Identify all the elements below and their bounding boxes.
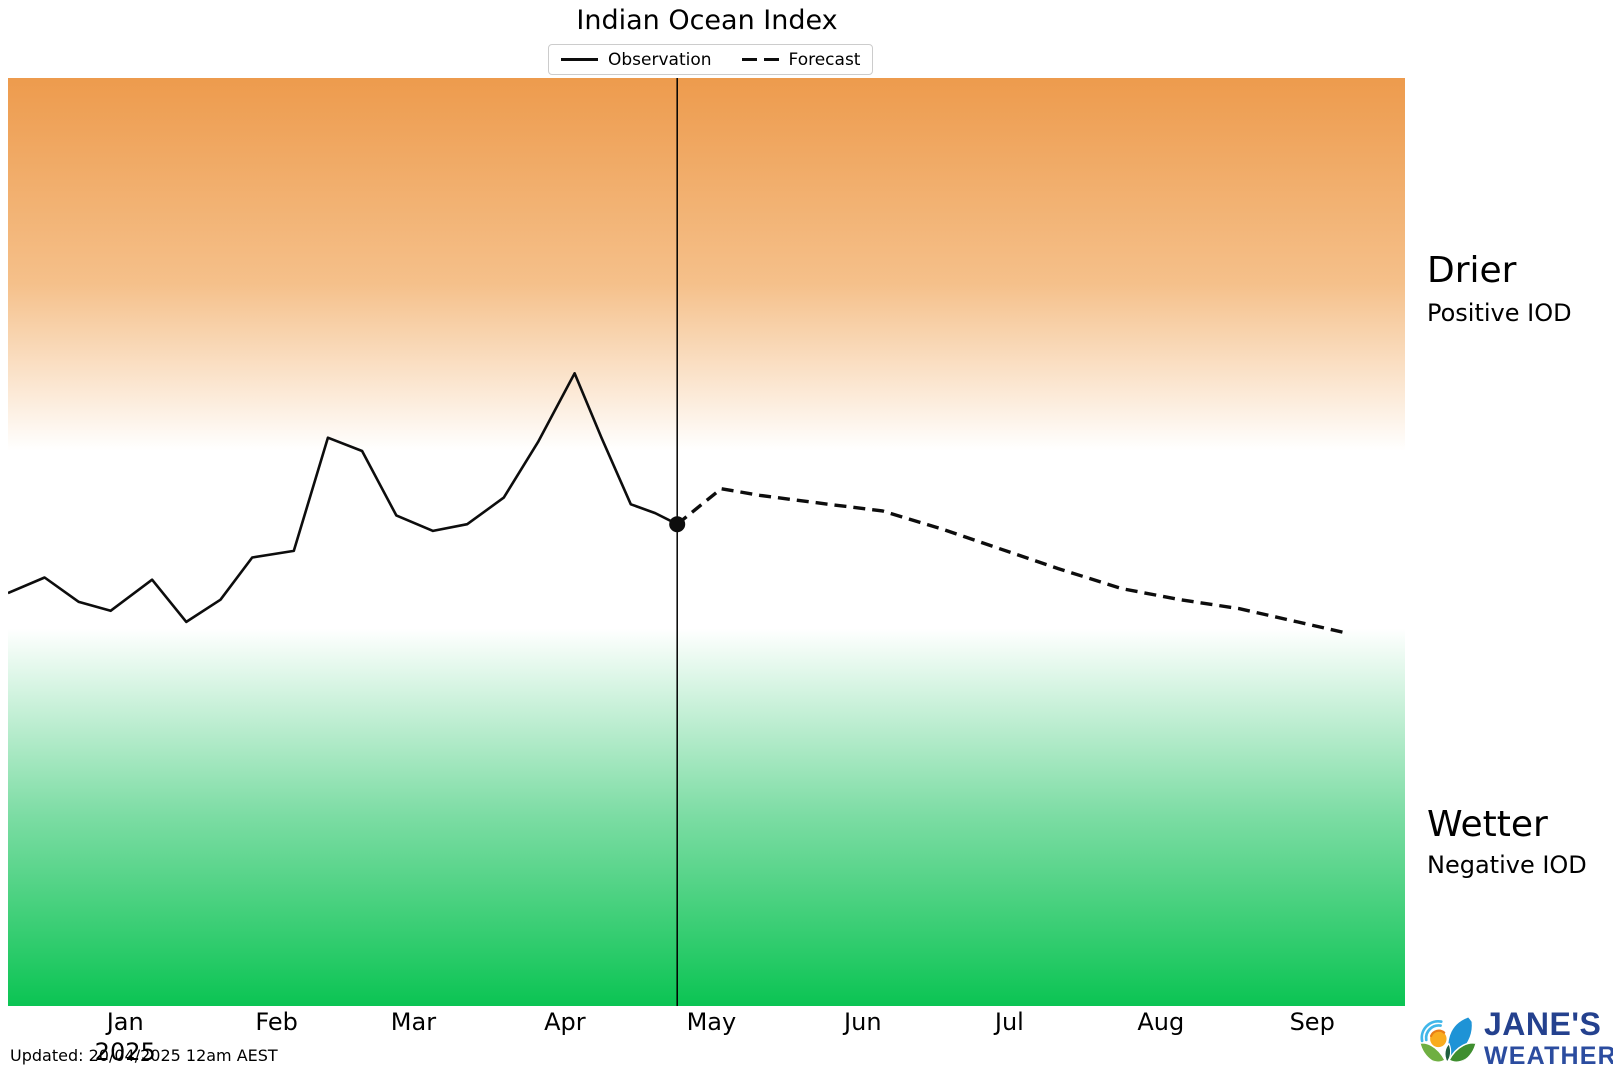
negative-iod-label: Negative IOD (1427, 851, 1587, 879)
forecast-line (676, 486, 1347, 635)
plot-area (8, 78, 1405, 1006)
updated-timestamp: Updated: 20/04/2025 12am AEST (10, 1046, 278, 1065)
forecast-line-swatch-icon (741, 57, 779, 62)
x-tick-label: May (686, 1008, 737, 1036)
observation-line (8, 371, 678, 624)
page-title: Indian Ocean Index (576, 5, 838, 36)
x-tick-label: Apr (544, 1008, 586, 1036)
janes-weather-logo-icon (1419, 1008, 1477, 1066)
legend-item-observation: Observation (561, 50, 712, 70)
logo-weather-text: WEATHER (1484, 1042, 1613, 1070)
x-tick-label: Sep (1289, 1008, 1335, 1036)
x-tick-label: Jan (106, 1008, 144, 1036)
logo-wordmark: JANE'S WEATHER (1484, 1008, 1613, 1069)
observation-line-swatch-icon (561, 57, 598, 62)
negative-iod-band (8, 628, 1405, 1006)
legend: Observation Forecast (548, 44, 874, 75)
x-tick-label: Jun (844, 1008, 882, 1036)
legend-observation-label: Observation (608, 49, 712, 70)
janes-weather-logo: JANE'S WEATHER (1419, 1008, 1613, 1069)
positive-iod-label: Positive IOD (1427, 299, 1572, 327)
x-tick-label: Jul (994, 1008, 1024, 1036)
legend-forecast-label: Forecast (788, 49, 861, 70)
wetter-label: Wetter (1427, 804, 1548, 845)
x-tick-label: Mar (390, 1008, 437, 1036)
latest-observation-dot (669, 516, 686, 533)
iod-chart-svg (8, 78, 1405, 1006)
drier-label: Drier (1427, 250, 1517, 291)
x-tick-label: Feb (255, 1008, 298, 1036)
x-tick-label: Aug (1137, 1008, 1185, 1036)
legend-item-forecast: Forecast (741, 49, 861, 70)
x-axis-year-label: 2025 (94, 1038, 156, 1066)
logo-janes-text: JANE'S (1484, 1006, 1602, 1042)
positive-iod-band (8, 78, 1405, 451)
